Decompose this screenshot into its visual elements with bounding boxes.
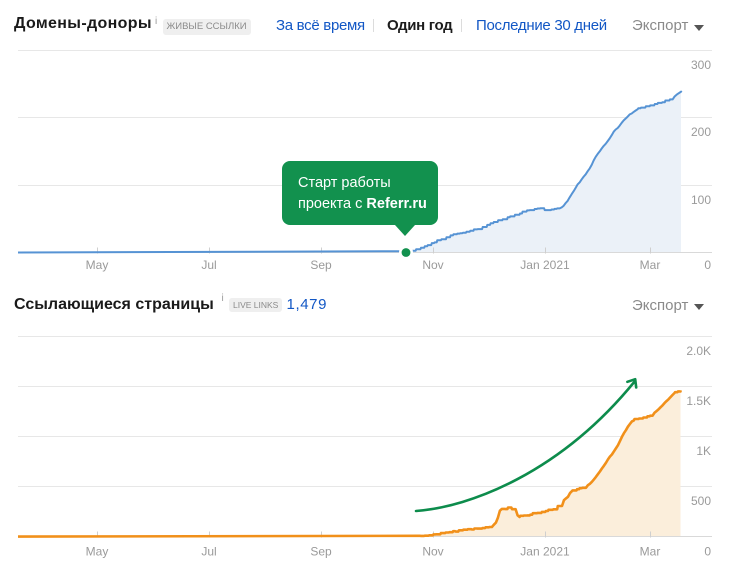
svg-text:Jan 2021: Jan 2021 xyxy=(520,545,570,559)
svg-text:Sep: Sep xyxy=(310,258,332,272)
svg-text:Jan 2021: Jan 2021 xyxy=(520,258,570,272)
svg-text:Sep: Sep xyxy=(310,545,332,559)
svg-text:100: 100 xyxy=(691,193,711,207)
svg-text:Mar: Mar xyxy=(640,258,661,272)
svg-text:2.0K: 2.0K xyxy=(686,344,711,358)
svg-text:500: 500 xyxy=(691,494,711,508)
svg-text:1.5K: 1.5K xyxy=(686,394,711,408)
svg-text:0: 0 xyxy=(704,545,711,559)
svg-text:0: 0 xyxy=(704,258,711,272)
svg-text:May: May xyxy=(86,545,109,559)
svg-text:200: 200 xyxy=(691,125,711,139)
svg-text:Nov: Nov xyxy=(422,545,443,559)
svg-text:Jul: Jul xyxy=(201,258,216,272)
svg-text:Mar: Mar xyxy=(640,545,661,559)
svg-text:300: 300 xyxy=(691,58,711,72)
svg-text:May: May xyxy=(86,258,109,272)
svg-text:1K: 1K xyxy=(696,444,711,458)
svg-text:Jul: Jul xyxy=(201,545,216,559)
svg-text:Nov: Nov xyxy=(422,258,443,272)
